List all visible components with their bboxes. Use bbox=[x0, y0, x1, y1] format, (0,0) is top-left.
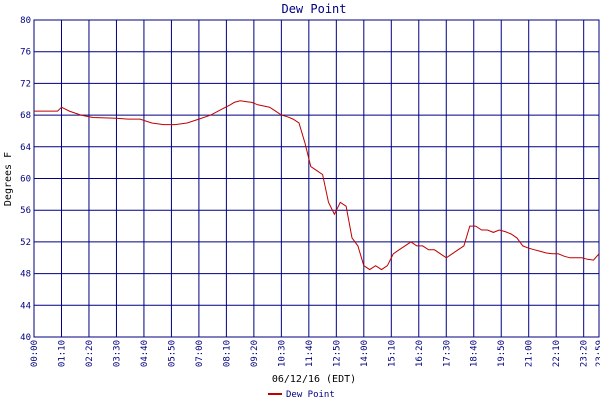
y-tick-label: 76 bbox=[20, 48, 31, 58]
chart-title: Dew Point bbox=[281, 2, 346, 16]
x-tick-label: 05:50 bbox=[167, 340, 177, 367]
x-tick-label: 12:50 bbox=[332, 340, 342, 367]
x-tick-label: 23:20 bbox=[580, 340, 590, 367]
y-tick-label: 60 bbox=[20, 175, 31, 185]
x-tick-label: 04:40 bbox=[140, 340, 150, 367]
x-tick-label: 02:20 bbox=[85, 340, 95, 367]
x-tick-label: 17:30 bbox=[442, 340, 452, 367]
y-tick-label: 64 bbox=[20, 143, 31, 153]
y-tick-label: 80 bbox=[20, 16, 31, 26]
y-tick-label: 44 bbox=[20, 301, 31, 311]
y-tick-labels: 40 44 48 52 56 60 64 68 72 76 80 bbox=[20, 16, 31, 343]
x-tick-label: 00:00 bbox=[30, 340, 40, 367]
x-tick-labels: 00:00 01:10 02:20 03:30 04:40 05:50 07:00 08:10… bbox=[30, 340, 600, 367]
x-tick-label: 01:10 bbox=[57, 340, 67, 367]
y-tick-label: 56 bbox=[20, 206, 31, 216]
dew-point-series-line bbox=[34, 100, 600, 271]
y-axis-label: Degrees F bbox=[3, 152, 14, 206]
y-tick-label: 52 bbox=[20, 238, 31, 248]
legend: Dew Point bbox=[268, 390, 335, 400]
y-tick-label: 48 bbox=[20, 270, 31, 280]
x-tick-label: 15:10 bbox=[387, 340, 397, 367]
x-tick-label: 08:10 bbox=[222, 340, 232, 367]
y-tick-label: 68 bbox=[20, 111, 31, 121]
grid bbox=[33, 19, 600, 338]
x-tick-label: 19:50 bbox=[497, 340, 507, 367]
y-tick-label: 72 bbox=[20, 79, 31, 89]
plot-frame bbox=[33, 19, 600, 338]
x-tick-label: 16:20 bbox=[415, 340, 425, 367]
x-tick-label: 22:10 bbox=[552, 340, 562, 367]
y-tick-label: 40 bbox=[20, 333, 31, 343]
legend-label: Dew Point bbox=[286, 390, 335, 400]
x-tick-label: 14:00 bbox=[360, 340, 370, 367]
x-tick-label: 09:20 bbox=[250, 340, 260, 367]
x-tick-label: 07:00 bbox=[195, 340, 205, 367]
x-tick-label: 03:30 bbox=[112, 340, 122, 367]
x-axis-label: 06/12/16 (EDT) bbox=[272, 374, 356, 385]
x-tick-label: 11:40 bbox=[305, 340, 315, 367]
x-tick-label: 18:40 bbox=[470, 340, 480, 367]
x-tick-label: 23:59 bbox=[595, 340, 600, 367]
x-tick-label: 21:00 bbox=[525, 340, 535, 367]
x-tick-label: 10:30 bbox=[277, 340, 287, 367]
